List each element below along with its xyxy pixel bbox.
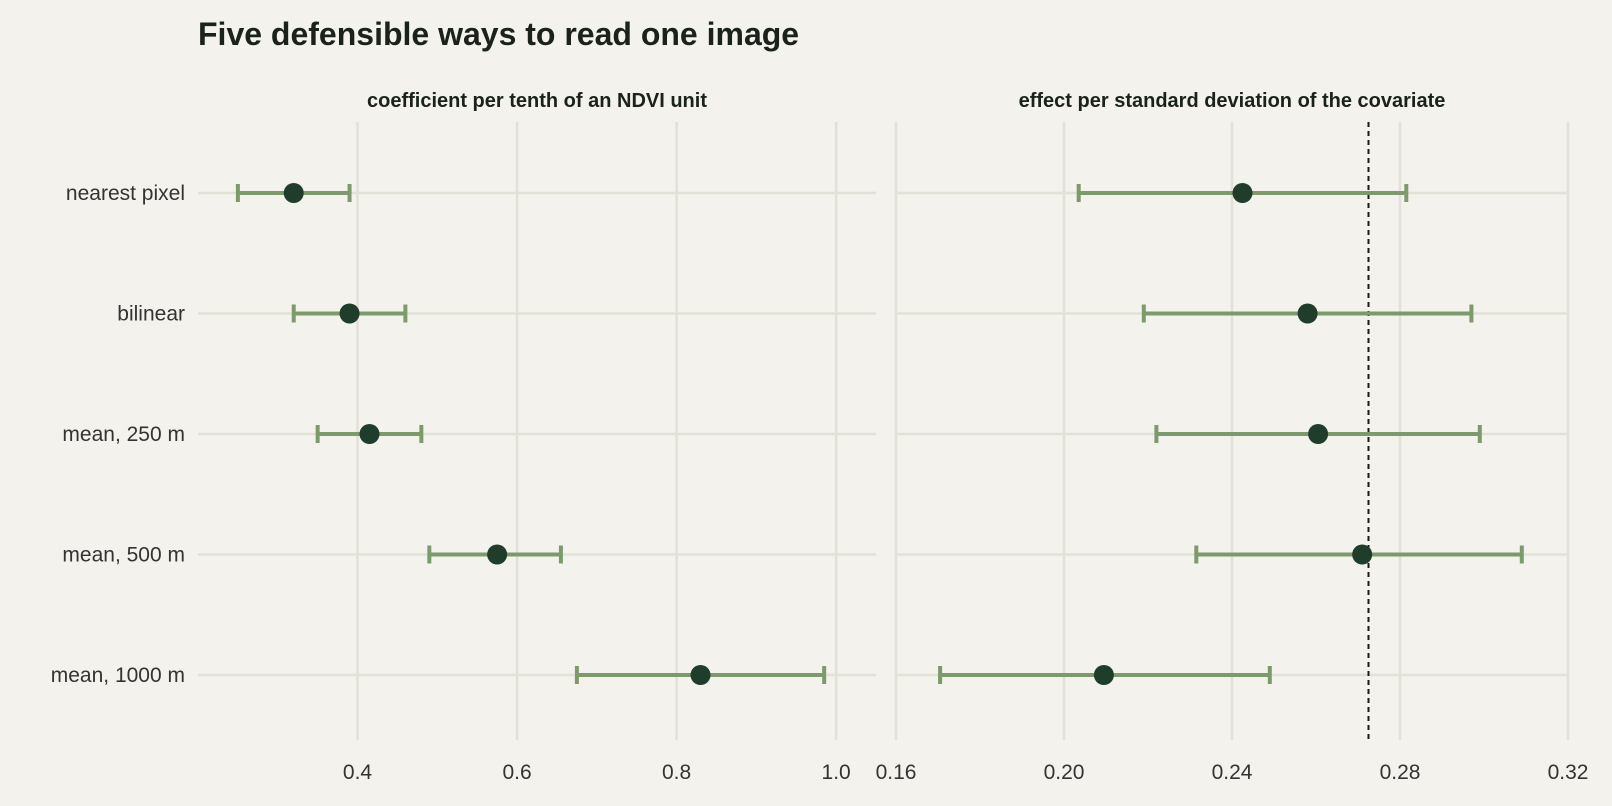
estimate-point (283, 183, 304, 203)
category-label: mean, 500 m (62, 544, 185, 567)
estimate-point (1093, 665, 1114, 685)
estimate-point (487, 544, 508, 565)
estimate-point (1308, 424, 1329, 444)
x-tick-label: 0.32 (1548, 761, 1589, 784)
category-label: bilinear (117, 303, 185, 326)
chart-title: Five defensible ways to read one image (198, 16, 800, 52)
estimate-point (339, 303, 360, 324)
x-tick-label: 0.8 (662, 761, 691, 784)
x-tick-label: 0.16 (876, 761, 917, 784)
estimate-point (1352, 544, 1373, 565)
x-tick-label: 0.6 (502, 761, 531, 784)
panel-title: effect per standard deviation of the cov… (1019, 90, 1446, 112)
category-label: mean, 1000 m (51, 664, 185, 687)
estimate-point (1232, 183, 1253, 203)
estimate-point (359, 424, 380, 444)
panel-title: coefficient per tenth of an NDVI unit (367, 90, 707, 112)
x-tick-label: 1.0 (822, 761, 851, 784)
estimate-point (690, 665, 711, 685)
category-label: mean, 250 m (62, 423, 185, 446)
category-label: nearest pixel (66, 182, 185, 205)
x-tick-label: 0.4 (343, 761, 373, 784)
x-tick-label: 0.20 (1044, 761, 1085, 784)
x-tick-label: 0.24 (1212, 761, 1253, 784)
x-tick-label: 0.28 (1380, 761, 1421, 784)
estimate-point (1297, 303, 1318, 324)
